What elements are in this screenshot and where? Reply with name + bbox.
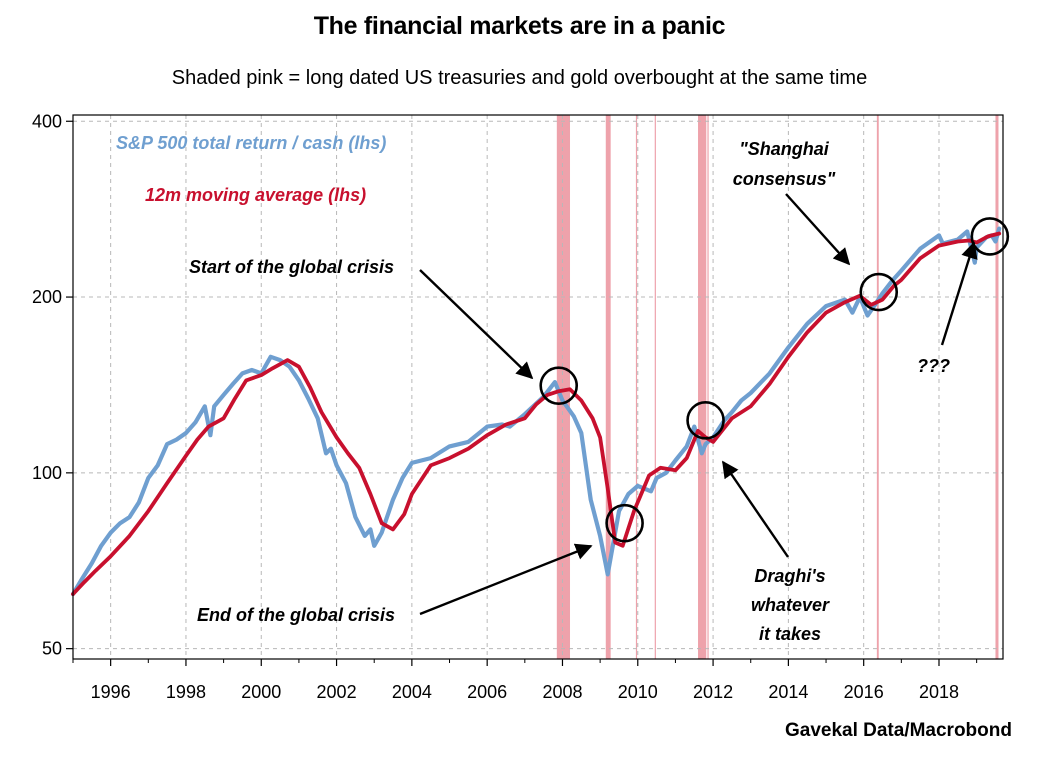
annotation-arrows (419, 193, 978, 616)
highlight-circle-3 (859, 272, 899, 312)
x-tick-label-2: 2000 (241, 682, 281, 702)
annotation-draghi-line2: whatever (751, 595, 830, 615)
annotation-arrow-1 (419, 543, 593, 616)
annotation-arrow-0 (419, 269, 534, 380)
y-tick-label-0: 50 (42, 639, 62, 659)
plot-frame (72, 114, 1004, 660)
gridlines (73, 115, 1003, 659)
axes: 50 100 200 400 1996 1998 2000 2002 2004 2006 2008 2… (32, 111, 978, 702)
annotation-end-crisis: End of the global crisis (197, 605, 395, 625)
annotations: Start of the global crisis End of the gl… (189, 139, 950, 644)
x-tick-label-0: 1996 (91, 682, 131, 702)
series-line-spx (70, 226, 1002, 597)
y-tick-label-1: 100 (32, 463, 62, 483)
source-label: Gavekal Data/Macrobond (784, 720, 1012, 741)
shaded-period-0 (556, 115, 571, 659)
x-tick-label-1: 1998 (166, 682, 206, 702)
y-tick-label-3: 400 (32, 111, 62, 131)
legend-spx: S&P 500 total return / cash (lhs) (116, 133, 386, 153)
annotation-arrow-4 (940, 241, 978, 346)
shaded-period-3 (654, 115, 656, 659)
x-tick-label-10: 2016 (844, 682, 884, 702)
x-tick-label-7: 2010 (618, 682, 658, 702)
annotation-arrow-2 (785, 193, 851, 266)
x-tick-label-4: 2004 (392, 682, 432, 702)
shaded-period-6 (876, 115, 879, 659)
x-tick-label-6: 2008 (542, 682, 582, 702)
x-tick-label-9: 2014 (768, 682, 808, 702)
annotation-arrow-3 (722, 460, 789, 558)
shaded-period-2 (635, 115, 638, 659)
y-tick-label-2: 200 (32, 287, 62, 307)
highlight-circle-1 (605, 503, 644, 543)
legend-ma: 12m moving average (lhs) (145, 185, 366, 205)
annotation-draghi-line3: it takes (759, 624, 821, 644)
shaded-period-5 (707, 115, 709, 659)
highlight-circle-2 (686, 401, 725, 440)
x-tick-label-3: 2002 (317, 682, 357, 702)
x-tick-label-11: 2018 (919, 682, 959, 702)
annotation-shanghai-line1: "Shanghai (739, 139, 830, 159)
highlight-circle-0 (539, 366, 579, 406)
shaded-periods (556, 115, 999, 659)
highlight-circle-4 (970, 217, 1010, 256)
series-lines (70, 226, 1002, 597)
series-line-ma (71, 231, 1002, 596)
chart-subtitle: Shaded pink = long dated US treasuries a… (171, 67, 868, 89)
shaded-period-7 (995, 115, 999, 659)
legend: S&P 500 total return / cash (lhs) 12m mo… (116, 133, 386, 205)
annotation-start-crisis: Start of the global crisis (189, 257, 394, 277)
annotation-shanghai-line2: consensus" (733, 169, 836, 189)
shaded-period-1 (605, 115, 611, 659)
x-tick-label-5: 2006 (467, 682, 507, 702)
annotation-question: ??? (917, 356, 950, 376)
chart-title: The financial markets are in a panic (313, 12, 726, 40)
x-tick-label-8: 2012 (693, 682, 733, 702)
shaded-period-4 (698, 115, 707, 659)
highlight-circles (539, 217, 1010, 543)
annotation-draghi-line1: Draghi's (754, 566, 825, 586)
